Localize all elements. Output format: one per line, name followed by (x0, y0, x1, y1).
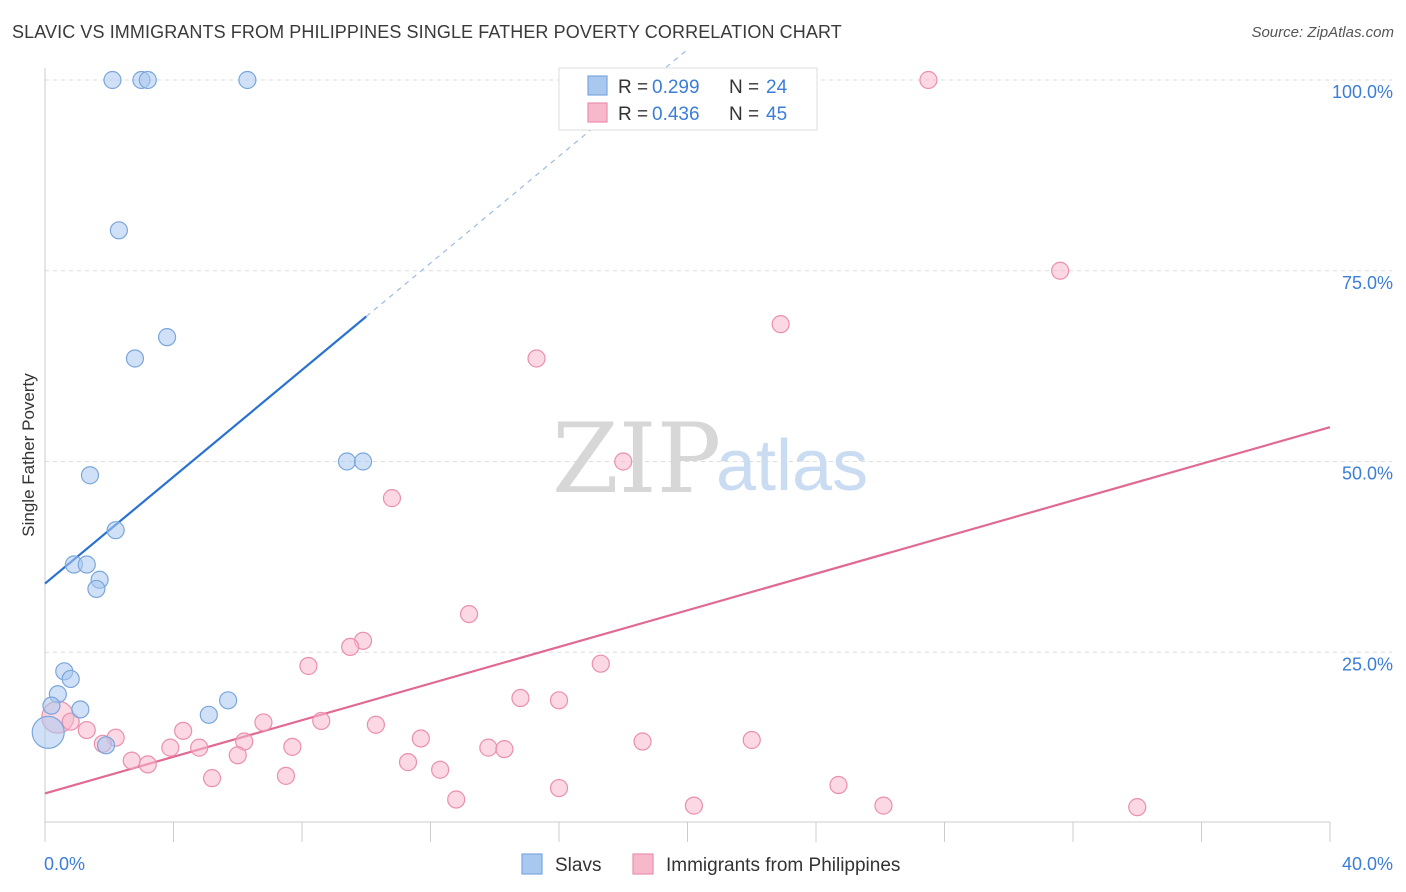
slavs-point-7 (80, 466, 100, 485)
slavs-point-23 (31, 715, 65, 749)
philippines-point-2 (771, 315, 790, 334)
philippines-point-37 (276, 766, 296, 785)
philippines-point-6 (459, 604, 479, 624)
slavs-point-14 (87, 579, 106, 599)
philippines-point-24 (633, 732, 652, 751)
philippines-point-35 (431, 760, 450, 779)
slavs-point-20 (219, 691, 238, 710)
philippines-point-8 (341, 637, 360, 657)
philippines-point-0 (919, 70, 938, 90)
slavs-point-0 (103, 70, 122, 90)
philippines-point-30 (495, 740, 514, 759)
philippines-point-40 (447, 790, 466, 809)
philippines-point-5 (382, 489, 402, 508)
bottom-legend-swatch-philippines (632, 853, 654, 875)
philippines-point-42 (874, 796, 893, 815)
watermark-atlas: atlas (716, 426, 868, 506)
philippines-point-39 (829, 775, 848, 795)
y-tick-label-25: 25.0% (1342, 654, 1393, 674)
trend-line-slavs (44, 315, 367, 585)
watermark-zip: ZIP (552, 403, 721, 515)
slavs-point-12 (77, 555, 96, 574)
philippines-point-33 (138, 755, 157, 774)
slavs-point-10 (353, 452, 373, 471)
slavs-point-3 (238, 70, 257, 90)
axes (44, 68, 1331, 842)
legend-n-value-slavs: 24 (766, 77, 788, 98)
philippines-point-15 (77, 720, 96, 740)
legend-r-value-slavs: 0.299 (652, 77, 700, 98)
legend-r-label-slavs: R = (618, 77, 648, 98)
legend-bottom: Slavs Immigrants from Philippines (521, 853, 900, 876)
x-tick-label-max: 40.0% (1342, 854, 1393, 874)
y-tick-label-100: 100.0% (1332, 82, 1393, 102)
chart-title: SLAVIC VS IMMIGRANTS FROM PHILIPPINES SI… (12, 22, 842, 42)
legend-r-value-philippines: 0.436 (652, 104, 700, 125)
y-tick-label-75: 75.0% (1342, 273, 1393, 293)
philippines-point-11 (511, 688, 530, 708)
slavs-point-22 (96, 736, 116, 755)
slavs-point-4 (109, 221, 128, 240)
y-tick-label-50: 50.0% (1342, 464, 1393, 484)
philippines-point-41 (684, 796, 704, 815)
philippines-point-18 (366, 715, 385, 734)
legend-n-label-philippines: N = (729, 104, 759, 125)
slavs-point-16 (61, 669, 80, 689)
slavs-point-21 (199, 705, 218, 724)
x-tick-label-min: 0.0% (44, 854, 85, 874)
philippines-point-43 (1128, 798, 1147, 817)
philippines-point-28 (283, 737, 302, 756)
philippines-point-1 (1051, 261, 1070, 280)
philippines-point-4 (614, 452, 633, 471)
philippines-point-16 (254, 713, 273, 732)
gridlines (45, 79, 1392, 653)
bottom-legend-swatch-slavs (521, 853, 543, 875)
philippines-point-32 (122, 751, 141, 770)
philippines-point-9 (299, 656, 318, 676)
trend-line-philippines (44, 426, 1331, 795)
legend-top: R = 0.299 N = 24 R = 0.436 N = 45 (558, 67, 818, 131)
slavs-point-8 (106, 521, 125, 540)
philippines-point-27 (190, 738, 209, 757)
slavs-point-5 (157, 328, 177, 347)
tick-labels: 100.0% 75.0% 50.0% 25.0% 0.0% 40.0% (44, 82, 1393, 874)
slavs-point-9 (337, 452, 357, 471)
philippines-point-3 (527, 349, 546, 368)
philippines-point-17 (312, 711, 331, 731)
legend-r-label-philippines: R = (618, 104, 648, 125)
series-slavs-points (31, 70, 373, 755)
philippines-point-23 (411, 729, 430, 748)
slavs-point-2 (138, 70, 157, 90)
philippines-point-25 (742, 730, 761, 750)
philippines-point-31 (228, 746, 247, 765)
watermark: ZIP atlas (552, 403, 868, 515)
trend-lines (44, 49, 1331, 795)
legend-swatch-slavs (587, 75, 608, 96)
philippines-point-38 (549, 778, 569, 798)
philippines-point-12 (549, 691, 569, 710)
philippines-point-14 (61, 712, 80, 731)
bottom-legend-philippines: Immigrants from Philippines (666, 855, 900, 876)
philippines-point-36 (202, 769, 222, 788)
slavs-point-18 (42, 696, 61, 715)
source-note: Source: ZipAtlas.com (1251, 24, 1394, 41)
philippines-point-34 (398, 753, 418, 772)
philippines-point-19 (174, 721, 193, 740)
philippines-point-29 (479, 738, 498, 757)
slavs-point-19 (71, 700, 90, 719)
legend-n-label-slavs: N = (729, 77, 759, 98)
slavs-point-6 (125, 349, 145, 368)
philippines-point-26 (161, 738, 180, 757)
series-philippines-points (41, 70, 1147, 817)
bottom-legend-slavs: Slavs (555, 855, 601, 876)
legend-n-value-philippines: 45 (766, 104, 787, 125)
y-axis-label: Single Father Poverty (19, 373, 38, 537)
philippines-point-10 (591, 654, 610, 673)
legend-swatch-philippines (587, 102, 608, 123)
